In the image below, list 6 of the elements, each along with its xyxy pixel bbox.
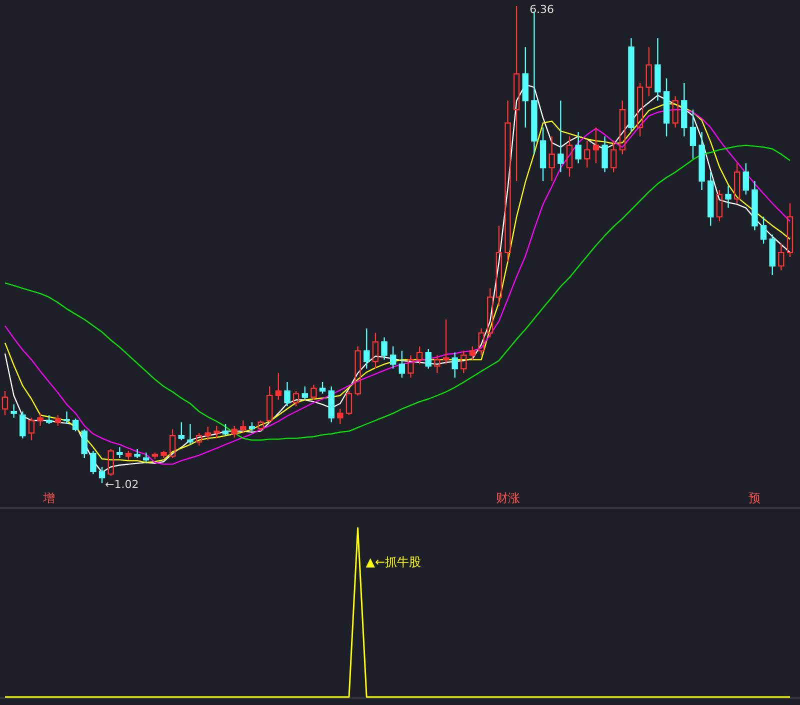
- x-tick-label: 财涨: [496, 491, 520, 505]
- annotation: 6.36: [530, 3, 554, 16]
- x-tick-label: 预: [748, 491, 761, 505]
- annotation: ▲←抓牛股: [366, 555, 422, 569]
- annotation: ←1.02: [105, 478, 139, 491]
- x-tick-label: 增: [42, 491, 56, 505]
